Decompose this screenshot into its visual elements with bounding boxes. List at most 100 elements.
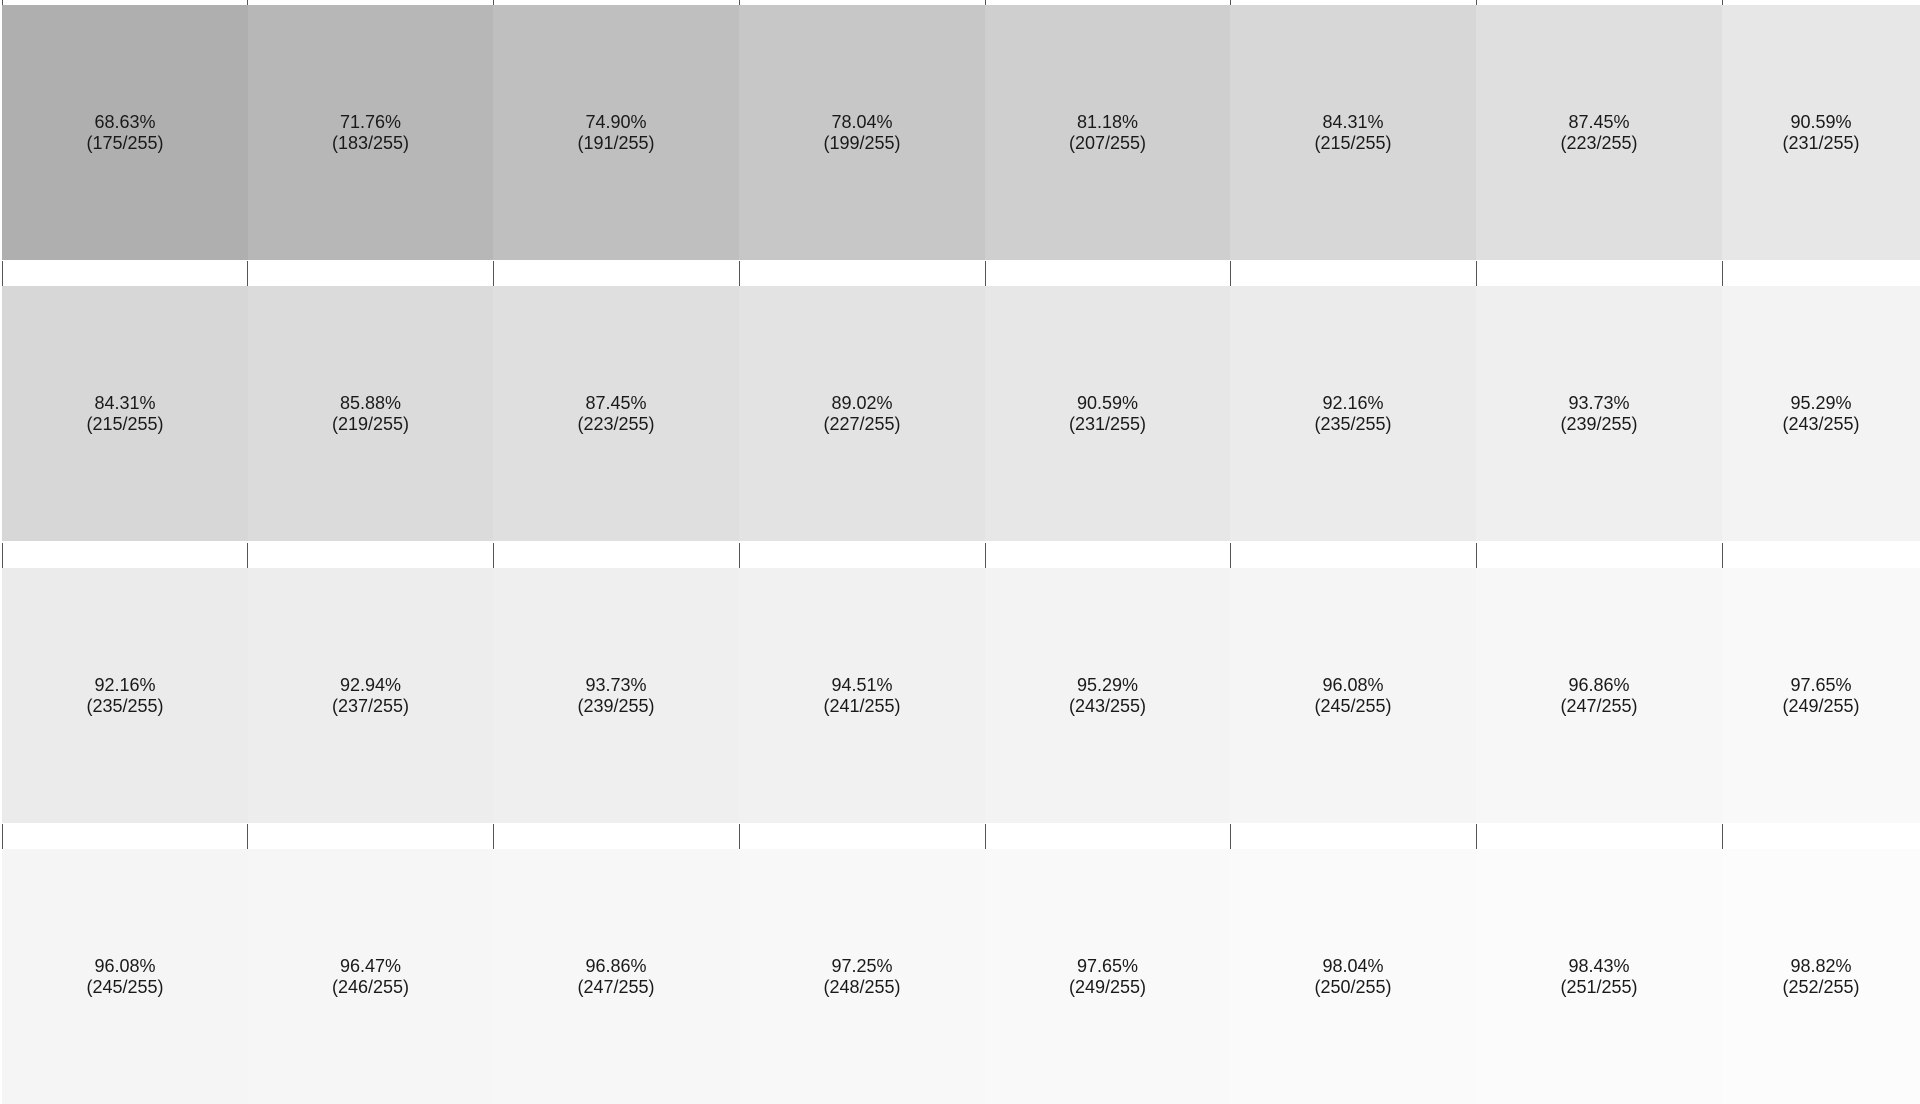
- swatch-value: (241/255): [823, 695, 901, 716]
- swatch-percent: 87.45%: [585, 392, 647, 413]
- swatch-percent: 97.25%: [831, 955, 893, 976]
- swatch-label: 84.31% (215/255): [86, 393, 163, 435]
- gray-swatch: 81.18% (207/255): [985, 5, 1230, 260]
- swatch-value: (191/255): [577, 132, 655, 153]
- gray-swatch: 96.86% (247/255): [493, 849, 739, 1104]
- swatch-percent: 96.08%: [1322, 674, 1384, 695]
- swatch-value: (247/255): [577, 976, 655, 997]
- grid-divider-line: [739, 824, 740, 849]
- swatch-value: (245/255): [1314, 695, 1392, 716]
- gray-swatch: 90.59% (231/255): [1722, 5, 1920, 260]
- swatch-percent: 92.16%: [94, 674, 156, 695]
- swatch-value: (215/255): [1314, 132, 1392, 153]
- gray-swatch: 98.43% (251/255): [1476, 849, 1722, 1104]
- gray-swatch: 95.29% (243/255): [1722, 286, 1920, 541]
- swatch-value: (215/255): [86, 413, 164, 434]
- swatch-value: (223/255): [577, 413, 655, 434]
- swatch-label: 68.63% (175/255): [86, 112, 163, 154]
- swatch-percent: 98.04%: [1322, 955, 1384, 976]
- swatch-percent: 95.29%: [1076, 674, 1139, 695]
- swatch-percent: 81.18%: [1076, 111, 1139, 132]
- swatch-label: 97.65% (249/255): [1069, 956, 1146, 998]
- grid-divider-line: [1722, 0, 1723, 5]
- grid-divider-line: [493, 543, 494, 568]
- swatch-percent: 98.82%: [1790, 955, 1852, 976]
- grid-divider-line: [985, 261, 986, 286]
- swatch-value: (249/255): [1068, 976, 1147, 997]
- grid-divider-line: [739, 261, 740, 286]
- gray-swatch: 78.04% (199/255): [739, 5, 985, 260]
- grid-divider-line: [1230, 261, 1231, 286]
- swatch-percent: 74.90%: [585, 111, 647, 132]
- swatch-label: 92.16% (235/255): [1314, 393, 1391, 435]
- swatch-percent: 71.76%: [339, 111, 402, 132]
- grid-divider-line: [2, 0, 3, 5]
- gray-swatch: 87.45% (223/255): [1476, 5, 1722, 260]
- swatch-value: (247/255): [1560, 695, 1638, 716]
- grid-divider-line: [1230, 543, 1231, 568]
- swatch-value: (243/255): [1068, 695, 1147, 716]
- swatch-label: 95.29% (243/255): [1069, 675, 1146, 717]
- swatch-percent: 96.86%: [1568, 674, 1630, 695]
- swatch-percent: 87.45%: [1568, 111, 1630, 132]
- gray-swatch: 98.82% (252/255): [1722, 849, 1920, 1104]
- grid-divider-line: [2, 543, 3, 568]
- swatch-label: 74.90% (191/255): [577, 112, 654, 154]
- gray-swatch: 96.08% (245/255): [1230, 568, 1476, 823]
- swatch-label: 96.86% (247/255): [1560, 675, 1637, 717]
- swatch-percent: 68.63%: [94, 111, 156, 132]
- swatch-label: 87.45% (223/255): [577, 393, 654, 435]
- swatch-value: (231/255): [1068, 413, 1147, 434]
- swatch-percent: 97.65%: [1076, 955, 1139, 976]
- gray-swatch: 87.45% (223/255): [493, 286, 739, 541]
- swatch-label: 85.88% (219/255): [332, 393, 409, 435]
- swatch-percent: 97.65%: [1790, 674, 1852, 695]
- swatch-value: (250/255): [1314, 976, 1392, 997]
- swatch-value: (175/255): [86, 132, 164, 153]
- grid-divider-line: [247, 261, 248, 286]
- swatch-percent: 78.04%: [831, 111, 893, 132]
- gray-swatch: 94.51% (241/255): [739, 568, 985, 823]
- grid-divider-line: [985, 543, 986, 568]
- swatch-value: (227/255): [823, 413, 901, 434]
- swatch-value: (237/255): [331, 695, 410, 716]
- swatch-label: 93.73% (239/255): [577, 675, 654, 717]
- gray-swatch: 85.88% (219/255): [248, 286, 493, 541]
- swatch-label: 81.18% (207/255): [1069, 112, 1146, 154]
- swatch-label: 97.25% (248/255): [823, 956, 900, 998]
- swatch-value: (243/255): [1782, 413, 1860, 434]
- swatch-percent: 94.51%: [831, 674, 893, 695]
- grid-divider-line: [2, 824, 3, 849]
- gray-swatch: 68.63% (175/255): [2, 5, 248, 260]
- swatch-label: 98.43% (251/255): [1560, 956, 1637, 998]
- swatch-value: (223/255): [1560, 132, 1638, 153]
- swatch-value: (245/255): [86, 976, 164, 997]
- swatch-value: (239/255): [1560, 413, 1638, 434]
- swatch-percent: 96.47%: [339, 955, 402, 976]
- grid-divider-line: [247, 824, 248, 849]
- swatch-label: 96.86% (247/255): [577, 956, 654, 998]
- swatch-percent: 92.94%: [339, 674, 402, 695]
- swatch-label: 98.04% (250/255): [1314, 956, 1391, 998]
- gray-swatch: 90.59% (231/255): [985, 286, 1230, 541]
- swatch-label: 78.04% (199/255): [823, 112, 900, 154]
- gray-swatch: 71.76% (183/255): [248, 5, 493, 260]
- grayscale-swatch-grid: 68.63% (175/255) 71.76% (183/255) 74.90% (191…: [2, 0, 1920, 998]
- swatch-value: (235/255): [1314, 413, 1392, 434]
- swatch-label: 93.73% (239/255): [1560, 393, 1637, 435]
- grid-divider-line: [493, 261, 494, 286]
- gray-swatch: 97.65% (249/255): [1722, 568, 1920, 823]
- swatch-value: (251/255): [1560, 976, 1638, 997]
- swatch-value: (219/255): [331, 413, 410, 434]
- gray-swatch: 84.31% (215/255): [1230, 5, 1476, 260]
- grid-divider-line: [1476, 261, 1477, 286]
- swatch-percent: 89.02%: [831, 392, 893, 413]
- swatch-value: (252/255): [1782, 976, 1860, 997]
- grid-divider-line: [247, 543, 248, 568]
- swatch-label: 87.45% (223/255): [1560, 112, 1637, 154]
- gray-swatch: 96.08% (245/255): [2, 849, 248, 1104]
- swatch-percent: 90.59%: [1790, 111, 1852, 132]
- swatch-percent: 98.43%: [1568, 955, 1630, 976]
- grid-divider-line: [1476, 824, 1477, 849]
- gray-swatch: 97.25% (248/255): [739, 849, 985, 1104]
